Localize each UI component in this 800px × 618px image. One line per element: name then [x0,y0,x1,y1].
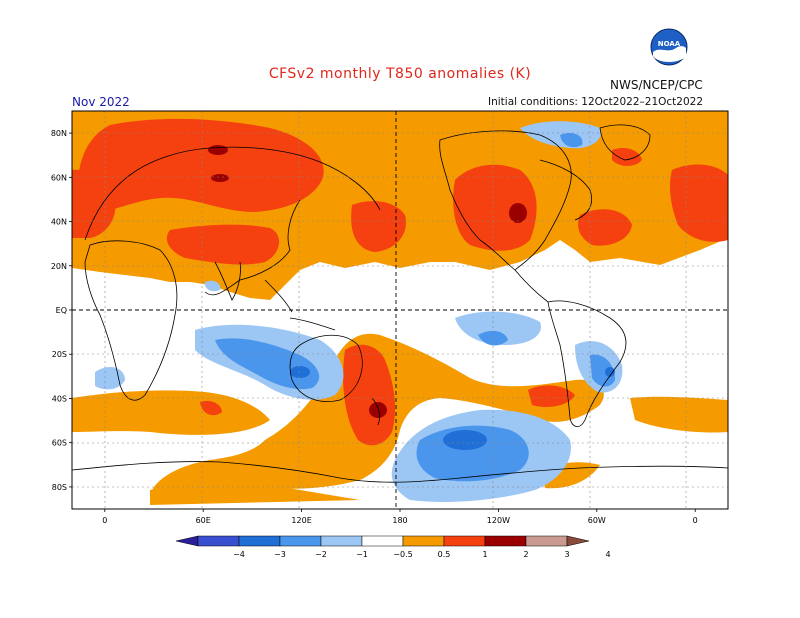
initial-conditions: Initial conditions: 12Oct2022–21Oct2022 [488,96,704,108]
lat-tick-label: 20N [51,262,67,271]
lon-tick-label: 120E [291,516,311,525]
colorbar-label: −4 [233,550,245,559]
lon-tick-label: 0 [693,516,698,525]
colorbar-segment [279,535,322,547]
map-title: CFSv2 monthly T850 anomalies (K) [268,66,532,82]
anomaly-fields [72,111,728,509]
colorbar-label: −0.5 [393,550,412,559]
colorbar-segment [525,535,568,547]
lat-tick-label: 20S [52,350,67,359]
colorbar-segment [443,535,486,547]
colorbar-segment [197,535,240,547]
lat-tick-label: 80S [52,483,67,492]
longitude-axis: 0 60E 120E 180 120W 60W 0 [102,509,698,525]
colorbar-arrow-left [175,535,199,547]
coastlines [72,124,728,483]
colorbar-label: −2 [315,550,327,559]
lat-tick-label: 40N [51,218,67,227]
agency-label: NWS/NCEP/CPC [610,78,703,92]
colorbar-label: −3 [274,550,286,559]
lat-tick-label: 60S [52,439,67,448]
lat-tick-label: EQ [56,306,67,315]
colorbar-segment [402,535,445,547]
colorbar-label: 4 [605,550,610,559]
colorbar-segment [238,535,281,547]
svg-text:NOAA: NOAA [658,40,681,48]
latitude-axis: 80N 60N 40N 20N EQ 20S 40S 60S 80S [51,129,72,492]
colorbar-segment [320,535,363,547]
colorbar-segment [361,535,404,547]
colorbar-segment [484,535,527,547]
noaa-logo: NOAA [650,28,688,66]
gridlines [72,111,728,509]
forecast-month: Nov 2022 [72,95,130,109]
colorbar-label: 1 [482,550,487,559]
colorbar-label: −1 [356,550,368,559]
colorbar-label: 3 [564,550,569,559]
lat-tick-label: 80N [51,129,67,138]
lat-tick-label: 40S [52,394,67,403]
colorbar-label: 0.5 [438,550,451,559]
lon-tick-label: 120W [487,516,510,525]
colorbar-label: 2 [523,550,528,559]
lon-tick-label: 0 [102,516,107,525]
lon-tick-label: 60W [588,516,606,525]
lon-tick-label: 180 [392,516,407,525]
lat-tick-label: 60N [51,173,67,182]
colorbar: −4 −3 −2 −1 −0.5 0.5 1 2 3 4 [175,535,611,559]
cool-anomaly-strong [290,366,615,450]
colorbar-arrow-right [566,535,590,547]
lon-tick-label: 60E [196,516,211,525]
equator-dateline [72,111,728,509]
